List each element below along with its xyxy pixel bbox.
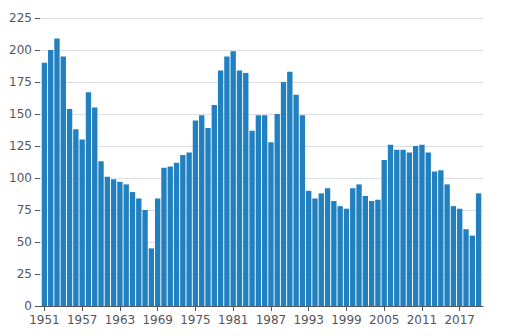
svg-text:150: 150 [9,107,32,121]
svg-text:1951: 1951 [29,313,60,327]
svg-text:2005: 2005 [369,313,400,327]
svg-text:1987: 1987 [256,313,287,327]
svg-text:175: 175 [9,75,32,89]
svg-text:1963: 1963 [105,313,136,327]
svg-text:50: 50 [17,235,32,249]
svg-text:125: 125 [9,139,32,153]
svg-text:1969: 1969 [142,313,173,327]
svg-text:2011: 2011 [407,313,438,327]
svg-text:1999: 1999 [331,313,362,327]
svg-text:0: 0 [24,299,32,313]
svg-text:1957: 1957 [67,313,98,327]
svg-text:25: 25 [17,267,32,281]
svg-text:1981: 1981 [218,313,249,327]
svg-text:75: 75 [17,203,32,217]
svg-text:100: 100 [9,171,32,185]
svg-text:225: 225 [9,11,32,25]
svg-text:1975: 1975 [180,313,211,327]
svg-text:2017: 2017 [444,313,475,327]
svg-text:200: 200 [9,43,32,57]
svg-text:1993: 1993 [293,313,324,327]
